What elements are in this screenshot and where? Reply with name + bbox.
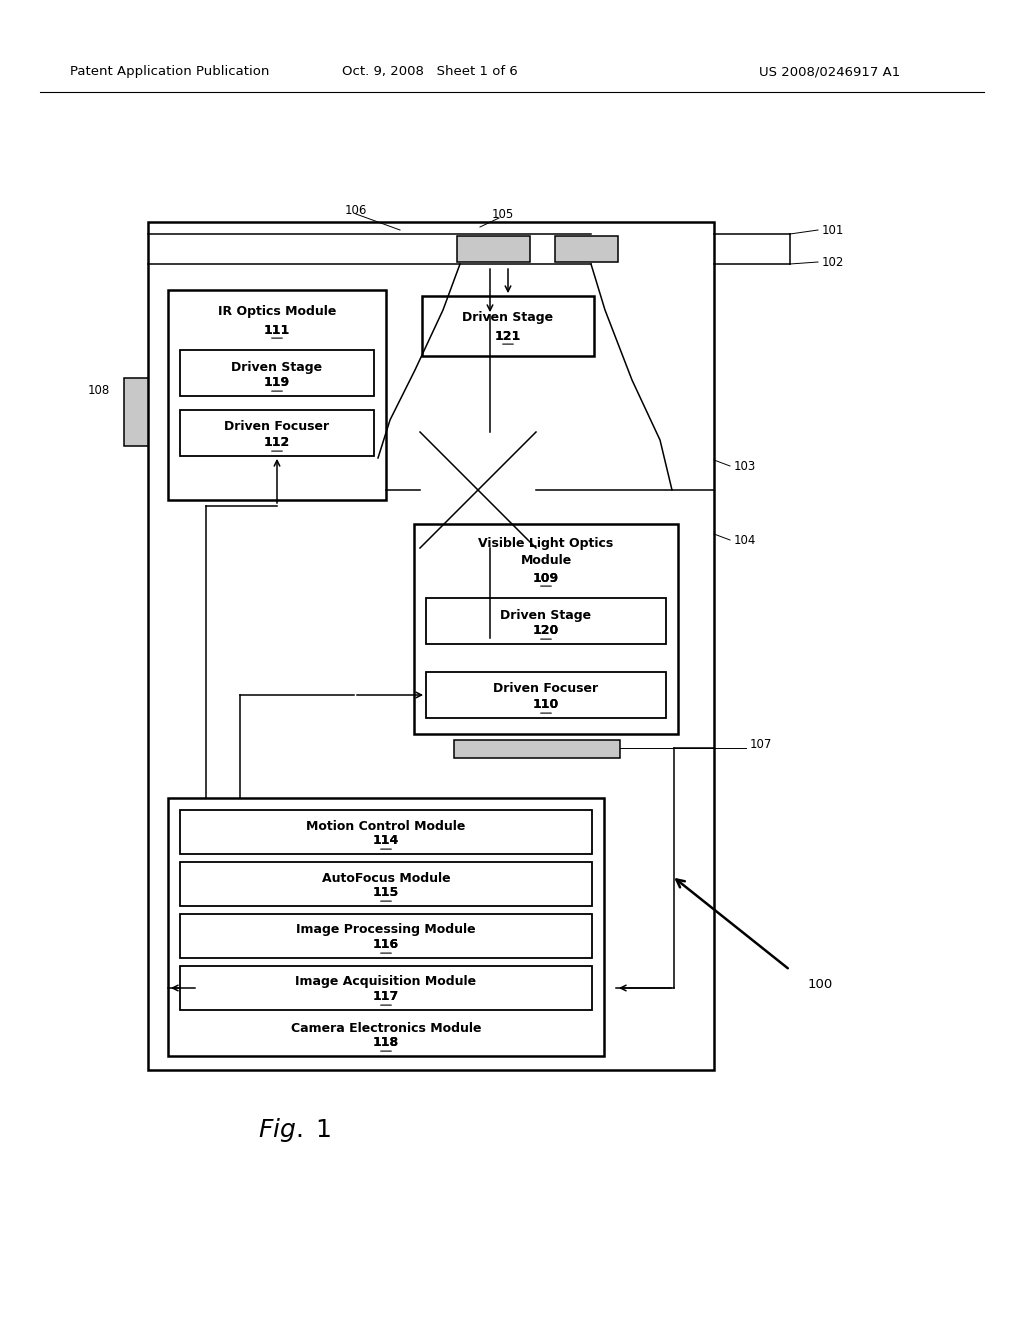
Text: AutoFocus Module: AutoFocus Module bbox=[322, 871, 451, 884]
Text: 121: 121 bbox=[495, 330, 521, 342]
Text: 119: 119 bbox=[264, 376, 290, 389]
Text: 110: 110 bbox=[532, 698, 559, 711]
Bar bbox=[426, 598, 666, 644]
Text: 120: 120 bbox=[532, 624, 559, 638]
Bar bbox=[180, 810, 592, 854]
Text: 118: 118 bbox=[373, 1036, 399, 1049]
Text: 106: 106 bbox=[345, 203, 368, 216]
Bar bbox=[414, 524, 678, 734]
Text: 102: 102 bbox=[822, 256, 845, 268]
Text: 112: 112 bbox=[264, 437, 290, 450]
Text: Motion Control Module: Motion Control Module bbox=[306, 820, 466, 833]
Bar bbox=[168, 290, 386, 500]
Text: 101: 101 bbox=[822, 223, 845, 236]
Text: 116: 116 bbox=[373, 939, 399, 952]
Text: Module: Module bbox=[520, 554, 571, 568]
Text: Visible Light Optics: Visible Light Optics bbox=[478, 537, 613, 550]
Text: Patent Application Publication: Patent Application Publication bbox=[70, 66, 269, 78]
Text: 105: 105 bbox=[492, 209, 514, 222]
Text: 117: 117 bbox=[373, 990, 399, 1003]
Text: Camera Electronics Module: Camera Electronics Module bbox=[291, 1022, 481, 1035]
Bar bbox=[180, 913, 592, 958]
Text: 114: 114 bbox=[373, 834, 399, 847]
Text: 121: 121 bbox=[495, 330, 521, 342]
Text: $\mathit{Fig.}$ $\mathit{1}$: $\mathit{Fig.}$ $\mathit{1}$ bbox=[258, 1115, 332, 1144]
Text: 109: 109 bbox=[532, 572, 559, 585]
Text: 108: 108 bbox=[88, 384, 111, 396]
Text: Driven Focuser: Driven Focuser bbox=[494, 682, 599, 696]
Text: 117: 117 bbox=[373, 990, 399, 1003]
Text: 115: 115 bbox=[373, 887, 399, 899]
Bar bbox=[555, 236, 618, 261]
Text: 107: 107 bbox=[750, 738, 772, 751]
Text: 104: 104 bbox=[734, 533, 757, 546]
Text: 116: 116 bbox=[373, 939, 399, 952]
Text: Driven Focuser: Driven Focuser bbox=[224, 421, 330, 433]
Bar bbox=[168, 799, 604, 1056]
Text: Image Acquisition Module: Image Acquisition Module bbox=[296, 975, 476, 989]
Text: US 2008/0246917 A1: US 2008/0246917 A1 bbox=[760, 66, 901, 78]
Text: 112: 112 bbox=[264, 437, 290, 450]
Bar bbox=[454, 741, 620, 758]
Bar bbox=[124, 378, 148, 446]
Text: Driven Stage: Driven Stage bbox=[231, 360, 323, 374]
Text: 111: 111 bbox=[264, 323, 290, 337]
Text: 109: 109 bbox=[532, 572, 559, 585]
Text: 114: 114 bbox=[373, 834, 399, 847]
Text: 119: 119 bbox=[264, 376, 290, 389]
Text: 111: 111 bbox=[264, 323, 290, 337]
Bar bbox=[180, 862, 592, 906]
Text: 103: 103 bbox=[734, 459, 757, 473]
Text: Image Processing Module: Image Processing Module bbox=[296, 924, 476, 936]
Text: 110: 110 bbox=[532, 698, 559, 711]
Bar bbox=[457, 236, 530, 261]
Bar bbox=[180, 350, 374, 396]
Bar bbox=[148, 222, 714, 1071]
Text: Oct. 9, 2008   Sheet 1 of 6: Oct. 9, 2008 Sheet 1 of 6 bbox=[342, 66, 518, 78]
Bar bbox=[180, 966, 592, 1010]
Text: 115: 115 bbox=[373, 887, 399, 899]
Text: Driven Stage: Driven Stage bbox=[501, 609, 592, 622]
Text: Driven Stage: Driven Stage bbox=[463, 312, 554, 325]
Text: IR Optics Module: IR Optics Module bbox=[218, 305, 336, 318]
Bar bbox=[426, 672, 666, 718]
Text: 120: 120 bbox=[532, 624, 559, 638]
Text: 118: 118 bbox=[373, 1036, 399, 1049]
Bar bbox=[180, 411, 374, 455]
Bar bbox=[422, 296, 594, 356]
Text: 100: 100 bbox=[808, 978, 834, 990]
